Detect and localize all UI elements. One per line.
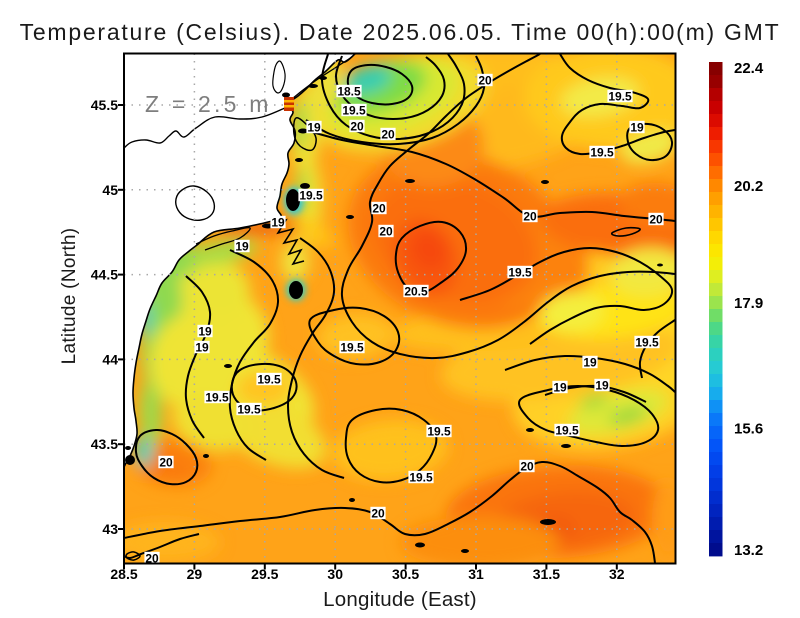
svg-text:19: 19	[553, 380, 567, 394]
svg-text:19: 19	[595, 378, 609, 392]
svg-text:19.5: 19.5	[340, 340, 364, 354]
svg-text:19: 19	[583, 355, 597, 369]
svg-text:13.2: 13.2	[734, 542, 763, 559]
svg-text:19: 19	[271, 215, 285, 229]
svg-text:28.5: 28.5	[110, 566, 137, 582]
svg-text:32: 32	[609, 566, 625, 582]
svg-text:44.5: 44.5	[91, 267, 118, 283]
svg-text:19: 19	[630, 120, 644, 134]
svg-text:19: 19	[235, 239, 249, 253]
svg-text:19.5: 19.5	[427, 424, 451, 438]
svg-text:19: 19	[307, 120, 321, 134]
svg-text:19.5: 19.5	[590, 145, 614, 159]
svg-text:17.9: 17.9	[734, 295, 763, 312]
svg-text:19: 19	[198, 324, 212, 338]
svg-text:44: 44	[102, 351, 118, 367]
svg-text:31: 31	[468, 566, 484, 582]
svg-text:20: 20	[381, 127, 395, 141]
svg-text:19: 19	[195, 340, 209, 354]
svg-text:19.5: 19.5	[608, 89, 632, 103]
svg-text:20: 20	[159, 455, 173, 469]
svg-text:20: 20	[520, 459, 534, 473]
svg-text:19.5: 19.5	[508, 265, 532, 279]
svg-text:19.5: 19.5	[342, 103, 366, 117]
svg-text:Latitude (North): Latitude (North)	[59, 228, 80, 365]
svg-text:19.5: 19.5	[237, 402, 261, 416]
svg-text:20: 20	[372, 201, 386, 215]
svg-text:22.4: 22.4	[734, 60, 764, 77]
svg-text:19.5: 19.5	[299, 188, 323, 202]
svg-text:20: 20	[350, 119, 364, 133]
svg-text:20.2: 20.2	[734, 178, 763, 195]
svg-text:20: 20	[649, 212, 663, 226]
svg-text:19.5: 19.5	[257, 372, 281, 386]
svg-text:30.5: 30.5	[392, 566, 419, 582]
svg-text:45: 45	[102, 182, 118, 198]
svg-text:30: 30	[327, 566, 343, 582]
svg-text:Z = 2.5 m: Z = 2.5 m	[145, 91, 272, 117]
svg-text:20: 20	[523, 209, 537, 223]
svg-text:20.5: 20.5	[404, 284, 428, 298]
svg-text:20: 20	[371, 506, 385, 520]
svg-text:Longitude (East): Longitude (East)	[323, 588, 477, 611]
svg-text:45.5: 45.5	[91, 97, 118, 113]
svg-text:20: 20	[379, 224, 393, 238]
svg-text:15.6: 15.6	[734, 421, 763, 438]
svg-text:19.5: 19.5	[635, 335, 659, 349]
svg-text:43: 43	[102, 521, 118, 537]
svg-text:20: 20	[478, 73, 492, 87]
svg-text:19.5: 19.5	[205, 390, 229, 404]
svg-text:Temperature (Celsius). Date 20: Temperature (Celsius). Date 2025.06.05. …	[20, 19, 781, 45]
svg-text:18.5: 18.5	[337, 84, 361, 98]
svg-text:29.5: 29.5	[251, 566, 278, 582]
svg-text:43.5: 43.5	[91, 436, 118, 452]
svg-text:29: 29	[187, 566, 203, 582]
svg-text:31.5: 31.5	[533, 566, 560, 582]
svg-text:19.5: 19.5	[409, 470, 433, 484]
svg-text:19.5: 19.5	[555, 423, 579, 437]
svg-text:20: 20	[145, 551, 159, 565]
